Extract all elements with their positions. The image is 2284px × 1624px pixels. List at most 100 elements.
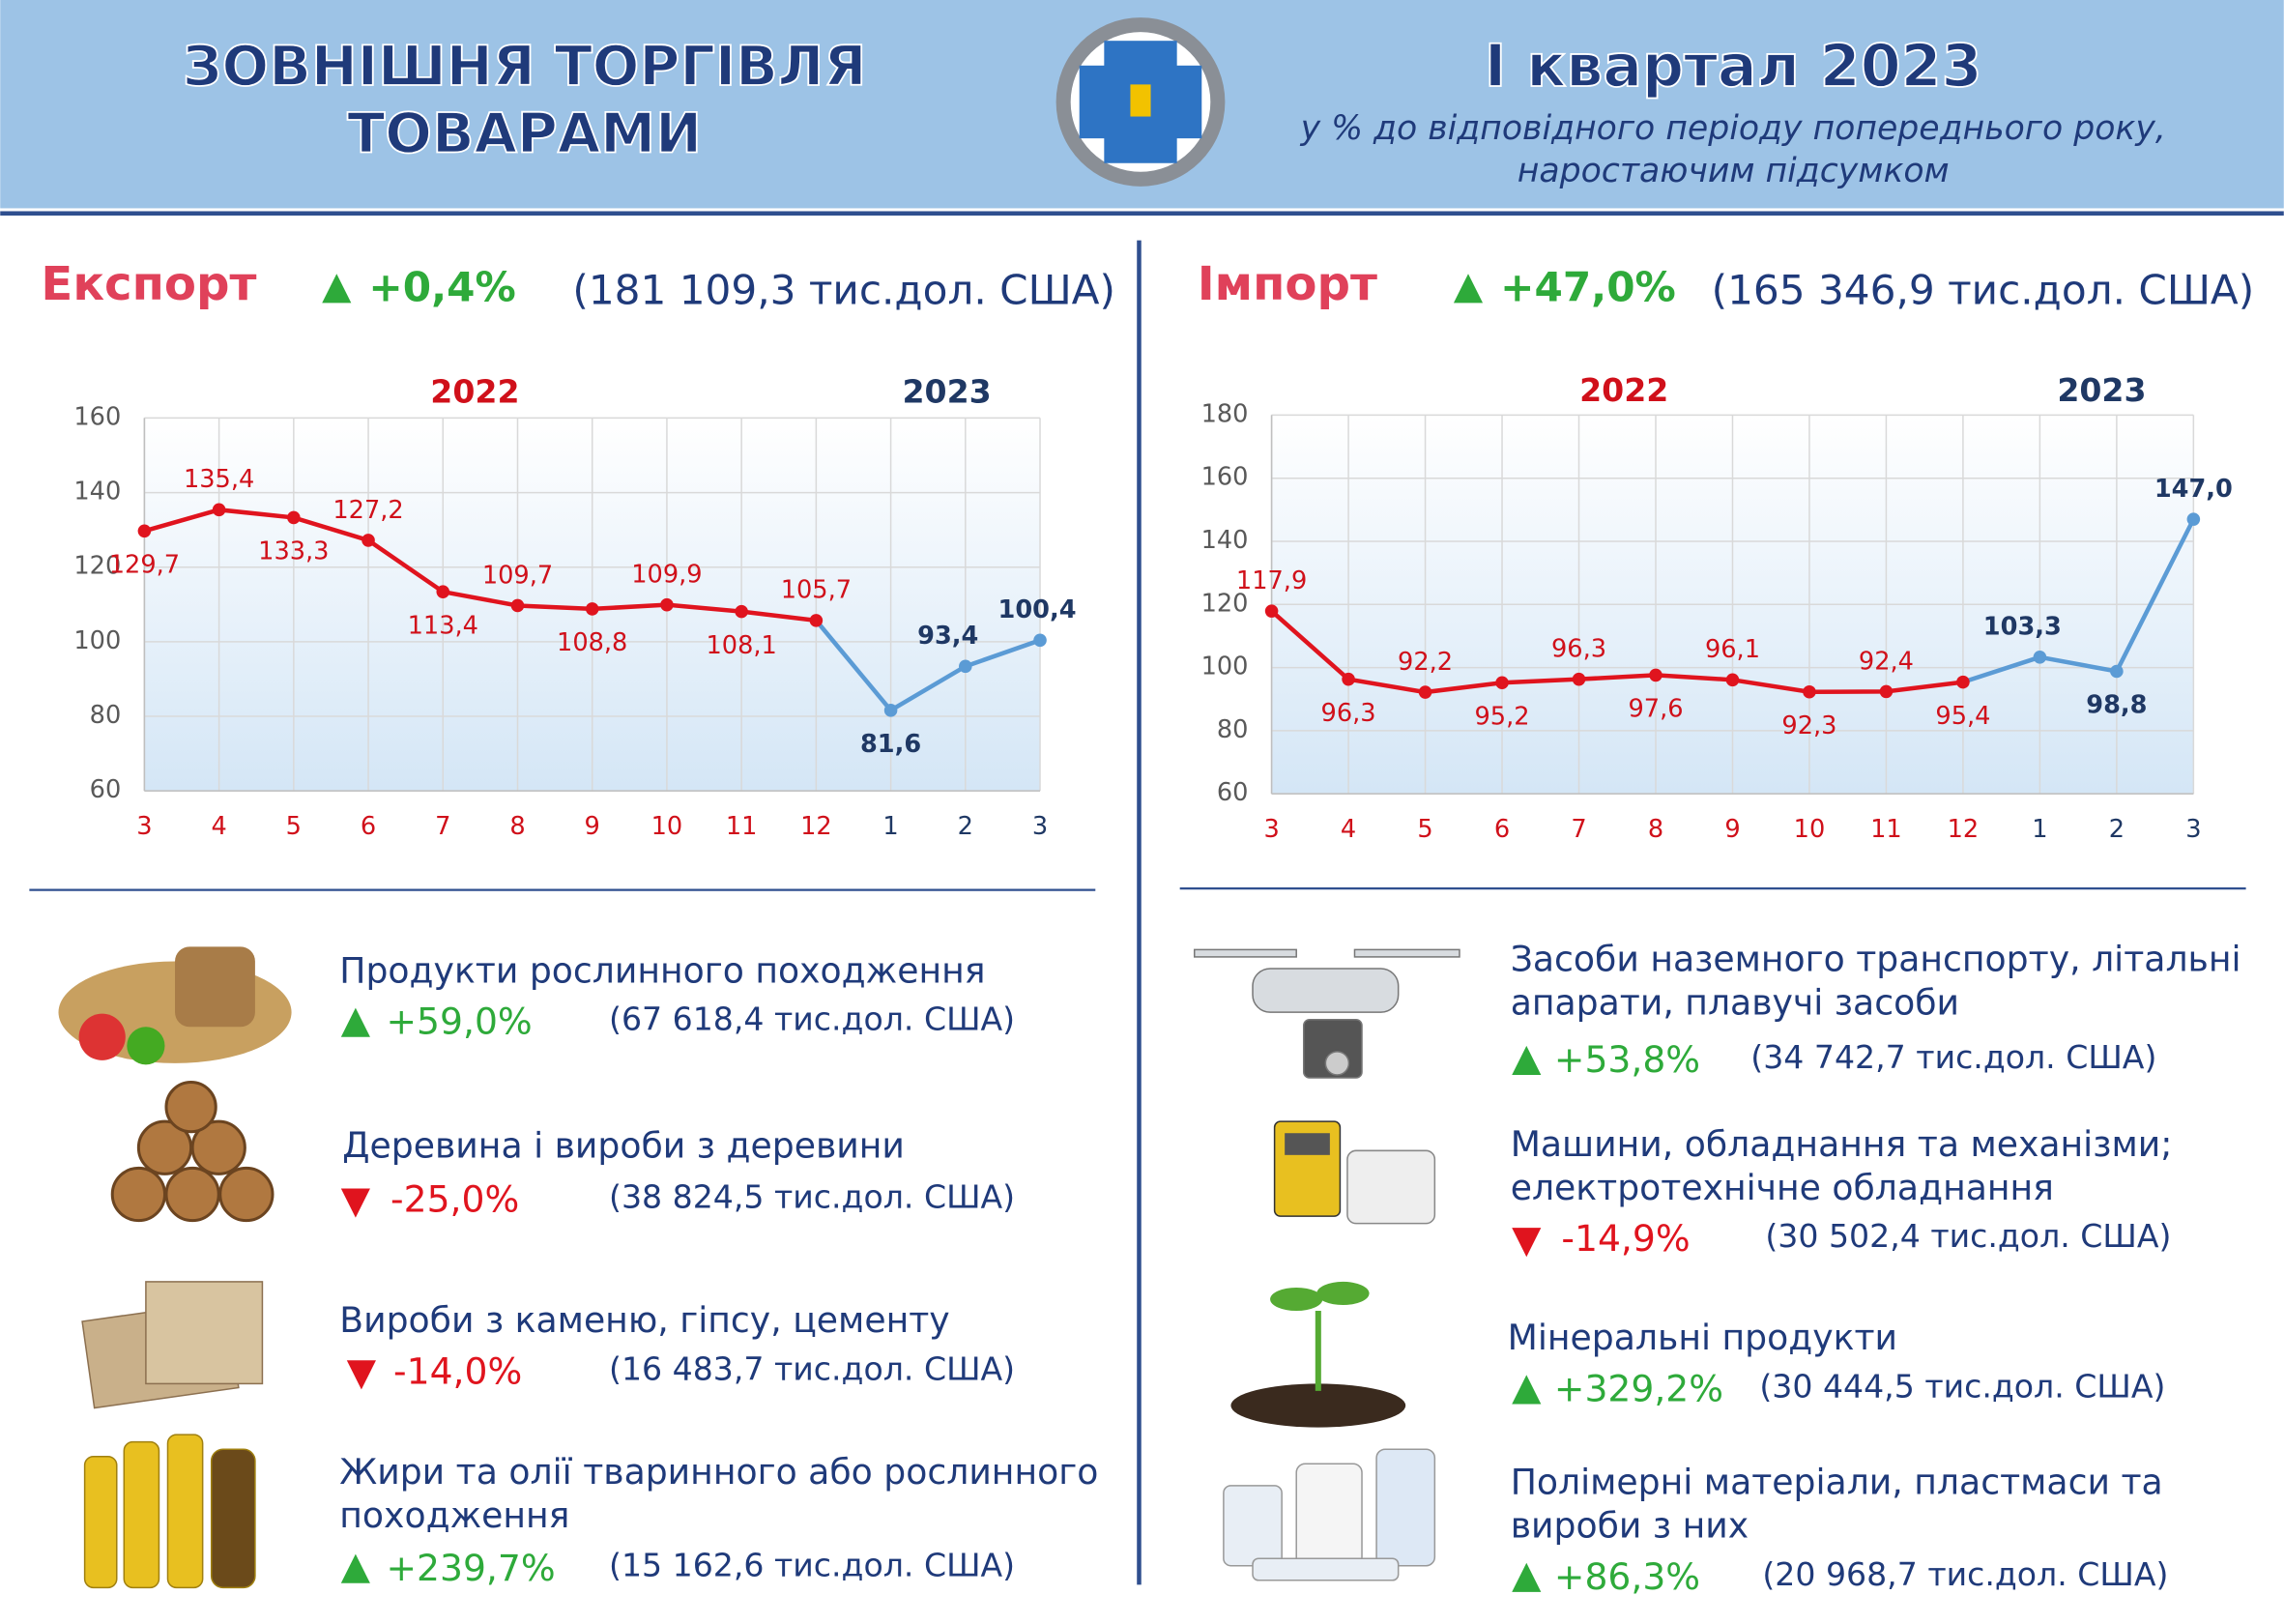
y-tick-label: 140: [73, 478, 121, 507]
subtitle-line: наростаючим підсумком: [1518, 152, 1950, 190]
data-label: 93,4: [917, 622, 978, 651]
data-label: 109,7: [482, 561, 553, 590]
title-line: ТОВАРАМИ: [347, 101, 702, 165]
data-label: 135,4: [184, 465, 254, 494]
x-tick-label: 12: [800, 812, 832, 841]
trend-arrow: [346, 1360, 376, 1390]
item-amount: (16 483,7 тис.дол. США): [609, 1349, 1015, 1387]
data-label: 133,3: [258, 537, 329, 566]
series-line: [1270, 609, 1964, 695]
data-label: 95,4: [1935, 702, 1990, 731]
y-tick-label: 80: [90, 701, 122, 730]
item-name: вироби з них: [1511, 1505, 1749, 1547]
data-point: [1342, 672, 1355, 686]
data-point: [510, 598, 525, 613]
data-point: [1418, 685, 1432, 699]
x-tick-label: 3: [1263, 815, 1279, 844]
trend-arrow: [340, 1007, 370, 1037]
section-amount: (165 346,9 тис.дол. США): [1712, 266, 2255, 313]
item-name: походження: [339, 1494, 569, 1536]
trend-arrow: [340, 1188, 370, 1218]
data-label: 127,2: [332, 496, 403, 525]
legend-entry: 2023: [902, 372, 991, 410]
y-tick-label: 120: [1201, 589, 1249, 618]
x-tick-label: 7: [435, 812, 450, 841]
item-amount: (67 618,4 тис.дол. США): [609, 1000, 1015, 1038]
item-change: -14,9%: [1561, 1217, 1690, 1260]
data-point: [2033, 651, 2047, 664]
icons: [58, 946, 1460, 1589]
y-tick-label: 160: [1201, 463, 1249, 492]
x-tick-label: 9: [585, 812, 600, 841]
data-label: 108,1: [706, 631, 776, 660]
x-tick-label: 10: [651, 812, 683, 841]
data-label: 81,6: [860, 730, 921, 759]
data-label: 92,2: [1398, 648, 1453, 677]
item-name: електротехнічне обладнання: [1511, 1167, 2054, 1208]
item-name: Жири та олії тваринного або рослинного: [339, 1451, 1098, 1493]
data-label: 96,1: [1705, 635, 1760, 664]
header-rule: [0, 211, 2284, 216]
x-tick-label: 3: [2185, 815, 2201, 844]
x-tick-label: 1: [882, 812, 898, 841]
data-point: [959, 659, 972, 674]
y-tick-label: 60: [1217, 778, 1249, 807]
x-tick-label: 11: [726, 812, 758, 841]
series-connector: [814, 619, 893, 712]
data-point: [735, 604, 748, 619]
data-label: 103,3: [1983, 613, 2062, 642]
item-name: Продукти рослинного походження: [339, 949, 985, 991]
x-tick-label: 2: [958, 812, 973, 841]
data-point: [809, 614, 824, 627]
period: І квартал 2023: [1485, 33, 1982, 101]
trend-arrow: [1512, 1375, 1542, 1405]
data-label: 117,9: [1236, 566, 1307, 595]
item-change: +86,3%: [1554, 1555, 1700, 1598]
x-tick-label: 7: [1571, 815, 1586, 844]
data-label: 100,4: [998, 595, 1077, 624]
x-tick-label: 3: [136, 812, 152, 841]
item-name: Мінеральні продукти: [1508, 1317, 1897, 1358]
data-point: [361, 534, 375, 547]
data-label: 129,7: [109, 550, 180, 579]
item-name: Засоби наземного транспорту, літальні: [1511, 938, 2241, 979]
x-tick-label: 6: [361, 812, 376, 841]
y-tick-label: 180: [1201, 399, 1249, 428]
data-label: 113,4: [408, 611, 478, 640]
item-name: апарати, плавучі засоби: [1511, 982, 1959, 1024]
data-point: [212, 503, 226, 517]
y-tick-label: 140: [1201, 526, 1249, 555]
item-amount: (34 742,7 тис.дол. США): [1750, 1038, 2156, 1076]
data-label: 96,3: [1551, 635, 1606, 664]
x-tick-label: 6: [1494, 815, 1510, 844]
data-point: [660, 597, 674, 612]
y-tick-label: 100: [1201, 652, 1249, 682]
x-tick-label: 8: [509, 812, 525, 841]
subtitle-line: у % до відповідного періоду попереднього…: [1300, 109, 2166, 148]
x-tick-label: 10: [1794, 815, 1826, 844]
data-point: [1033, 633, 1047, 648]
x-tick-label: 1: [2032, 815, 2047, 844]
data-point: [1956, 675, 1970, 689]
data-label: 108,8: [557, 628, 627, 657]
item-amount: (15 162,6 тис.дол. США): [609, 1547, 1015, 1584]
data-point: [436, 585, 450, 598]
item-change: -14,0%: [393, 1349, 522, 1392]
data-point: [1649, 668, 1662, 682]
x-tick-label: 9: [1724, 815, 1740, 844]
trend-arrow: [322, 274, 352, 304]
section-change: +47,0%: [1500, 263, 1676, 310]
series-line: [143, 508, 817, 624]
data-point: [1879, 684, 1894, 699]
item-amount: (20 968,7 тис.дол. США): [1762, 1555, 2168, 1593]
item-amount: (30 444,5 тис.дол. США): [1759, 1367, 2165, 1405]
data-point: [1495, 676, 1509, 690]
data-point: [2110, 664, 2124, 679]
data-point: [2186, 512, 2201, 526]
y-tick-label: 100: [73, 626, 121, 655]
item-name: Машини, обладнання та механізми;: [1511, 1123, 2173, 1165]
x-tick-label: 3: [1032, 812, 1048, 841]
item-name: Вироби з каменю, гіпсу, цементу: [339, 1299, 949, 1341]
data-label: 97,6: [1628, 695, 1683, 724]
